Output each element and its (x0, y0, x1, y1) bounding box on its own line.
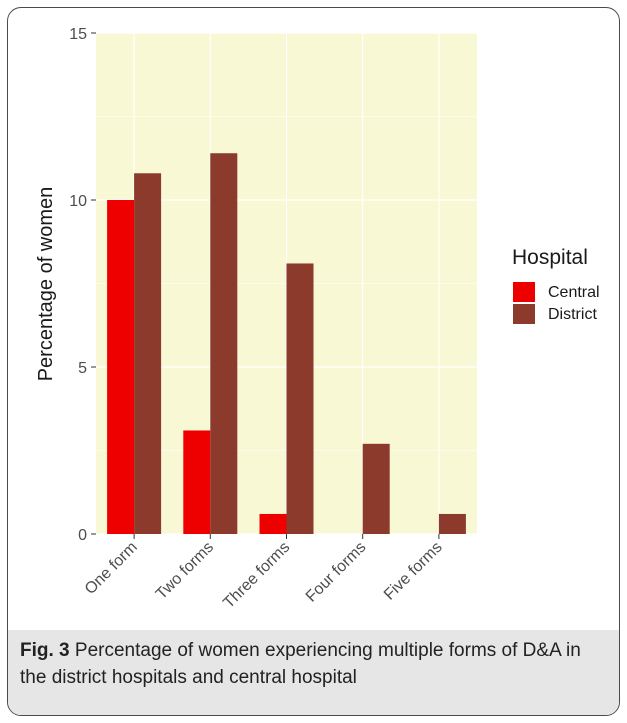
caption-background (8, 630, 619, 715)
y-tick-label: 0 (78, 527, 87, 544)
y-tick-label: 10 (69, 193, 87, 210)
x-tick-label: Five forms (381, 539, 446, 604)
bar-chart: 0 5 10 15 One form Two forms Three forms Four f… (35, 26, 600, 612)
bar-central (183, 430, 211, 534)
bar-district (438, 513, 466, 534)
x-tick-label: One form (82, 539, 141, 598)
x-tick-label: Four forms (303, 539, 370, 606)
y-axis-label: Percentage of women (35, 187, 57, 382)
bar-district (134, 173, 162, 534)
figure-caption: Fig. 3 Percentage of women experiencing … (20, 637, 610, 691)
legend-label: Central (548, 284, 600, 301)
legend-key-central (513, 282, 535, 302)
legend: Hospital Central District (512, 246, 600, 324)
x-tick-label: Three forms (220, 539, 293, 612)
bar-district (362, 443, 390, 534)
legend-title: Hospital (512, 246, 588, 269)
bar-district (210, 153, 238, 535)
bar-group (107, 153, 466, 535)
legend-label: District (548, 306, 597, 323)
figure-label: Fig. 3 (20, 640, 70, 661)
bar-central (259, 513, 287, 534)
caption-text: Percentage of women experiencing multipl… (20, 640, 581, 688)
bar-district (286, 263, 314, 534)
y-tick-label: 5 (78, 360, 87, 377)
y-tick-label: 15 (69, 26, 87, 43)
bar-central (107, 200, 135, 534)
legend-key-district (513, 304, 535, 324)
x-tick-label: Two forms (153, 539, 217, 603)
